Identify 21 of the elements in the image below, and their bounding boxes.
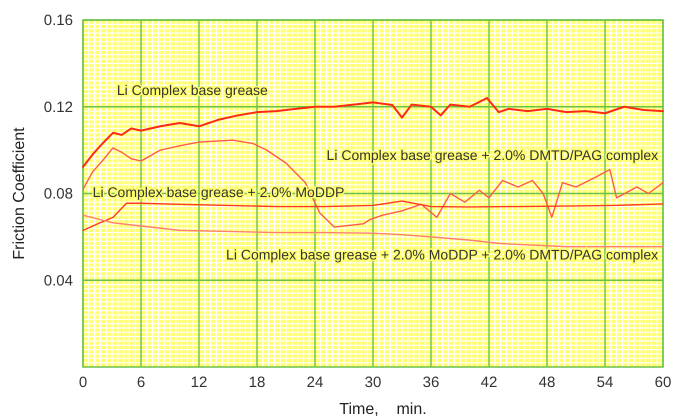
y-tick-label: 0.12 bbox=[44, 98, 73, 116]
line-series bbox=[82, 139, 664, 228]
y-axis-title: Friction Coefficient bbox=[11, 126, 28, 260]
x-tick-label: 0 bbox=[78, 374, 88, 391]
line-series bbox=[82, 200, 664, 232]
x-tick-label: 42 bbox=[480, 374, 498, 391]
x-tick-label: 6 bbox=[136, 374, 146, 391]
y-tick-label: 0.08 bbox=[44, 186, 73, 202]
x-axis-title: Time, min. bbox=[339, 401, 427, 418]
x-tick-label: 60 bbox=[654, 374, 672, 391]
x-tick-label: 24 bbox=[306, 374, 324, 391]
x-tick-label: 12 bbox=[190, 374, 208, 391]
x-tick-label: 48 bbox=[538, 374, 556, 391]
y-tick-label: 0.04 bbox=[44, 272, 73, 290]
x-tick-label: 30 bbox=[364, 374, 382, 391]
x-tick-label: 18 bbox=[248, 374, 266, 391]
line-series bbox=[82, 214, 664, 248]
x-tick-label: 54 bbox=[596, 374, 614, 391]
x-tick-label: 36 bbox=[422, 374, 440, 391]
y-tick-label: 0.16 bbox=[44, 12, 73, 29]
line-series bbox=[82, 97, 664, 168]
